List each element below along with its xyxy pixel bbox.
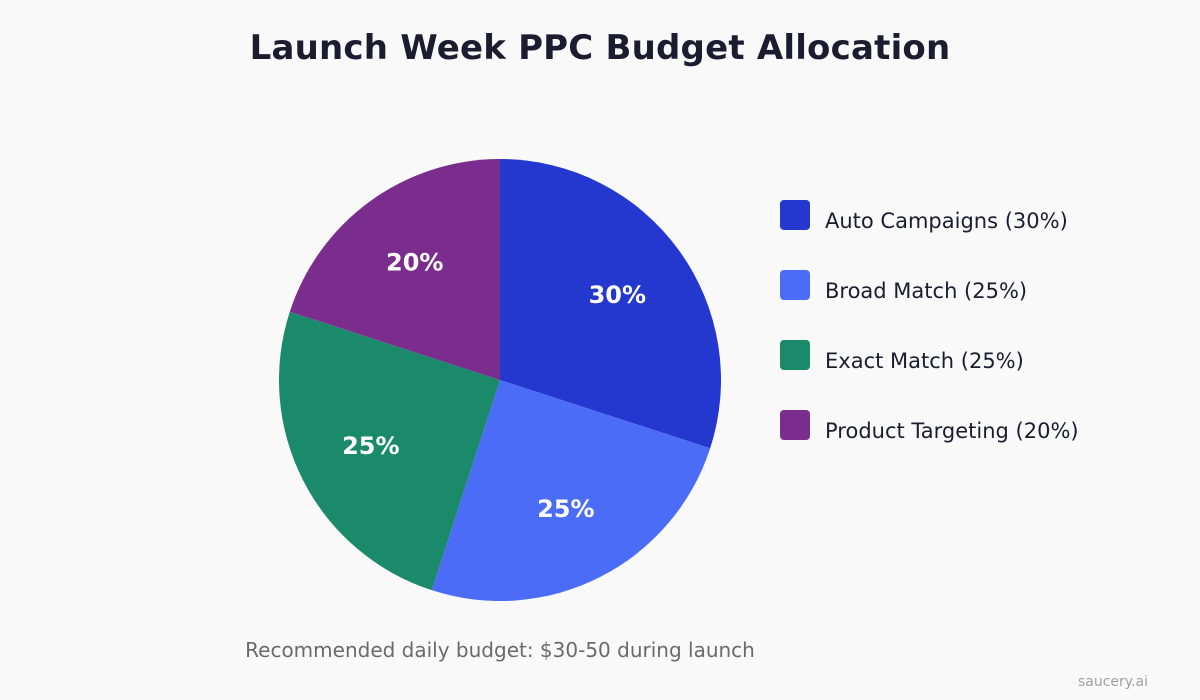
slice-label-auto-campaigns: 30%: [589, 281, 646, 309]
legend-label-product-targeting: Product Targeting (20%): [825, 419, 1079, 443]
slice-label-broad-match: 25%: [537, 495, 594, 523]
legend-item-exact-match: Exact Match (25%): [780, 340, 1079, 373]
pie-slice-auto-campaigns: [500, 159, 721, 449]
pie-slice-broad-match: [431, 380, 711, 601]
legend-swatch-auto-campaigns: [780, 200, 810, 230]
legend-item-broad-match: Broad Match (25%): [780, 270, 1079, 303]
legend: Auto Campaigns (30%) Broad Match (25%) E…: [780, 200, 1079, 480]
chart-title: Launch Week PPC Budget Allocation: [249, 28, 951, 68]
legend-label-exact-match: Exact Match (25%): [825, 349, 1024, 373]
watermark: saucery.ai: [1077, 674, 1148, 690]
slice-label-exact-match: 25%: [342, 432, 399, 460]
legend-swatch-exact-match: [780, 340, 810, 370]
legend-swatch-broad-match: [780, 270, 810, 300]
pie-slice-exact-match: [279, 311, 500, 591]
legend-label-broad-match: Broad Match (25%): [825, 279, 1028, 303]
legend-item-product-targeting: Product Targeting (20%): [780, 410, 1079, 443]
slice-label-product-targeting: 20%: [386, 249, 443, 277]
legend-swatch-product-targeting: [780, 410, 810, 440]
legend-label-auto-campaigns: Auto Campaigns (30%): [825, 209, 1068, 233]
footnote: Recommended daily budget: $30-50 during …: [245, 638, 755, 662]
legend-item-auto-campaigns: Auto Campaigns (30%): [780, 200, 1079, 233]
pie-slice-product-targeting: [289, 159, 500, 380]
